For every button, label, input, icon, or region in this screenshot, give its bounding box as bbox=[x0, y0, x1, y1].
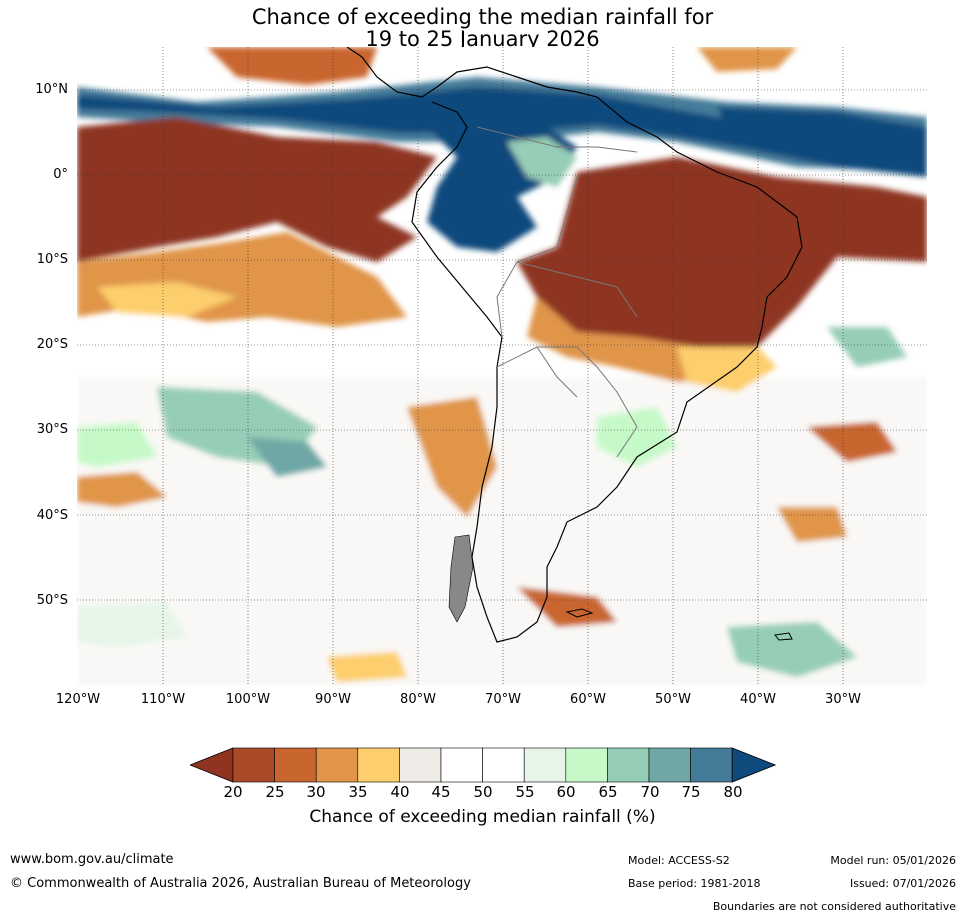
lat-label-10s: 10°S bbox=[36, 252, 68, 267]
colorbar-tick-70: 70 bbox=[640, 783, 660, 801]
footer-disclaimer: Boundaries are not considered authoritat… bbox=[712, 900, 956, 913]
lon-label-70w: 70°W bbox=[485, 692, 521, 707]
map-title-line1: Chance of exceeding the median rainfall … bbox=[251, 5, 714, 29]
lon-label-110w: 110°W bbox=[140, 692, 186, 707]
colorbar-tick-20: 20 bbox=[223, 783, 243, 801]
colorbar-arrow-high bbox=[731, 747, 776, 783]
colorbar-segment bbox=[399, 747, 442, 783]
colorbar-tick-75: 75 bbox=[681, 783, 701, 801]
lat-label-20s: 20°S bbox=[36, 337, 68, 352]
lat-label-40s: 40°S bbox=[36, 508, 68, 523]
country-borders bbox=[476, 126, 638, 458]
lat-label-30s: 30°S bbox=[36, 422, 68, 437]
colorbar-tick-30: 30 bbox=[306, 783, 326, 801]
colorbar-tick-80: 80 bbox=[723, 783, 743, 801]
colorbar-tick-25: 25 bbox=[265, 783, 285, 801]
colorbar-segment bbox=[357, 747, 400, 783]
footer-copyright: © Commonwealth of Australia 2026, Austra… bbox=[10, 876, 471, 891]
colorbar-tick-50: 50 bbox=[473, 783, 493, 801]
lon-label-60w: 60°W bbox=[570, 692, 606, 707]
chile-fjords bbox=[448, 534, 474, 623]
lat-label-0: 0° bbox=[53, 167, 68, 182]
colorbar-tick-55: 55 bbox=[515, 783, 535, 801]
footer-base-period: Base period: 1981-2018 bbox=[628, 877, 761, 890]
rainfall-probability-map bbox=[77, 47, 927, 686]
colorbar-segment bbox=[232, 747, 275, 783]
colorbar-tick-40: 40 bbox=[390, 783, 410, 801]
colorbar-segment bbox=[274, 747, 317, 783]
lat-label-50s: 50°S bbox=[36, 593, 68, 608]
lon-label-100w: 100°W bbox=[225, 692, 271, 707]
colorbar-segment bbox=[648, 747, 691, 783]
lon-label-40w: 40°W bbox=[740, 692, 776, 707]
footer-model: Model: ACCESS-S2 bbox=[628, 854, 730, 867]
colorbar-segment bbox=[565, 747, 608, 783]
lon-label-120w: 120°W bbox=[55, 692, 101, 707]
colorbar-tick-60: 60 bbox=[556, 783, 576, 801]
colorbar-tick-45: 45 bbox=[431, 783, 451, 801]
footer-issued: Issued: 07/01/2026 bbox=[849, 877, 956, 890]
lon-label-90w: 90°W bbox=[315, 692, 351, 707]
colorbar-tick-65: 65 bbox=[598, 783, 618, 801]
colorbar bbox=[190, 747, 776, 783]
colorbar-arrow-low bbox=[190, 747, 234, 783]
colorbar-segment bbox=[440, 747, 483, 783]
colorbar-segment bbox=[607, 747, 650, 783]
lon-label-50w: 50°W bbox=[655, 692, 691, 707]
lat-label-10n: 10°N bbox=[35, 82, 68, 97]
coastline bbox=[346, 47, 803, 643]
colorbar-tick-35: 35 bbox=[348, 783, 368, 801]
lon-label-30w: 30°W bbox=[825, 692, 861, 707]
graticule bbox=[77, 47, 927, 686]
colorbar-title: Chance of exceeding median rainfall (%) bbox=[309, 807, 656, 827]
colorbar-segment bbox=[482, 747, 525, 783]
colorbar-segment bbox=[690, 747, 733, 783]
footer-website-link[interactable]: www.bom.gov.au/climate bbox=[10, 852, 174, 867]
colorbar-segment bbox=[523, 747, 567, 783]
falkland-islands bbox=[565, 608, 793, 641]
colorbar-segment bbox=[315, 747, 359, 783]
footer-model-run: Model run: 05/01/2026 bbox=[830, 854, 956, 867]
lon-label-80w: 80°W bbox=[400, 692, 436, 707]
probability-field bbox=[77, 47, 927, 686]
